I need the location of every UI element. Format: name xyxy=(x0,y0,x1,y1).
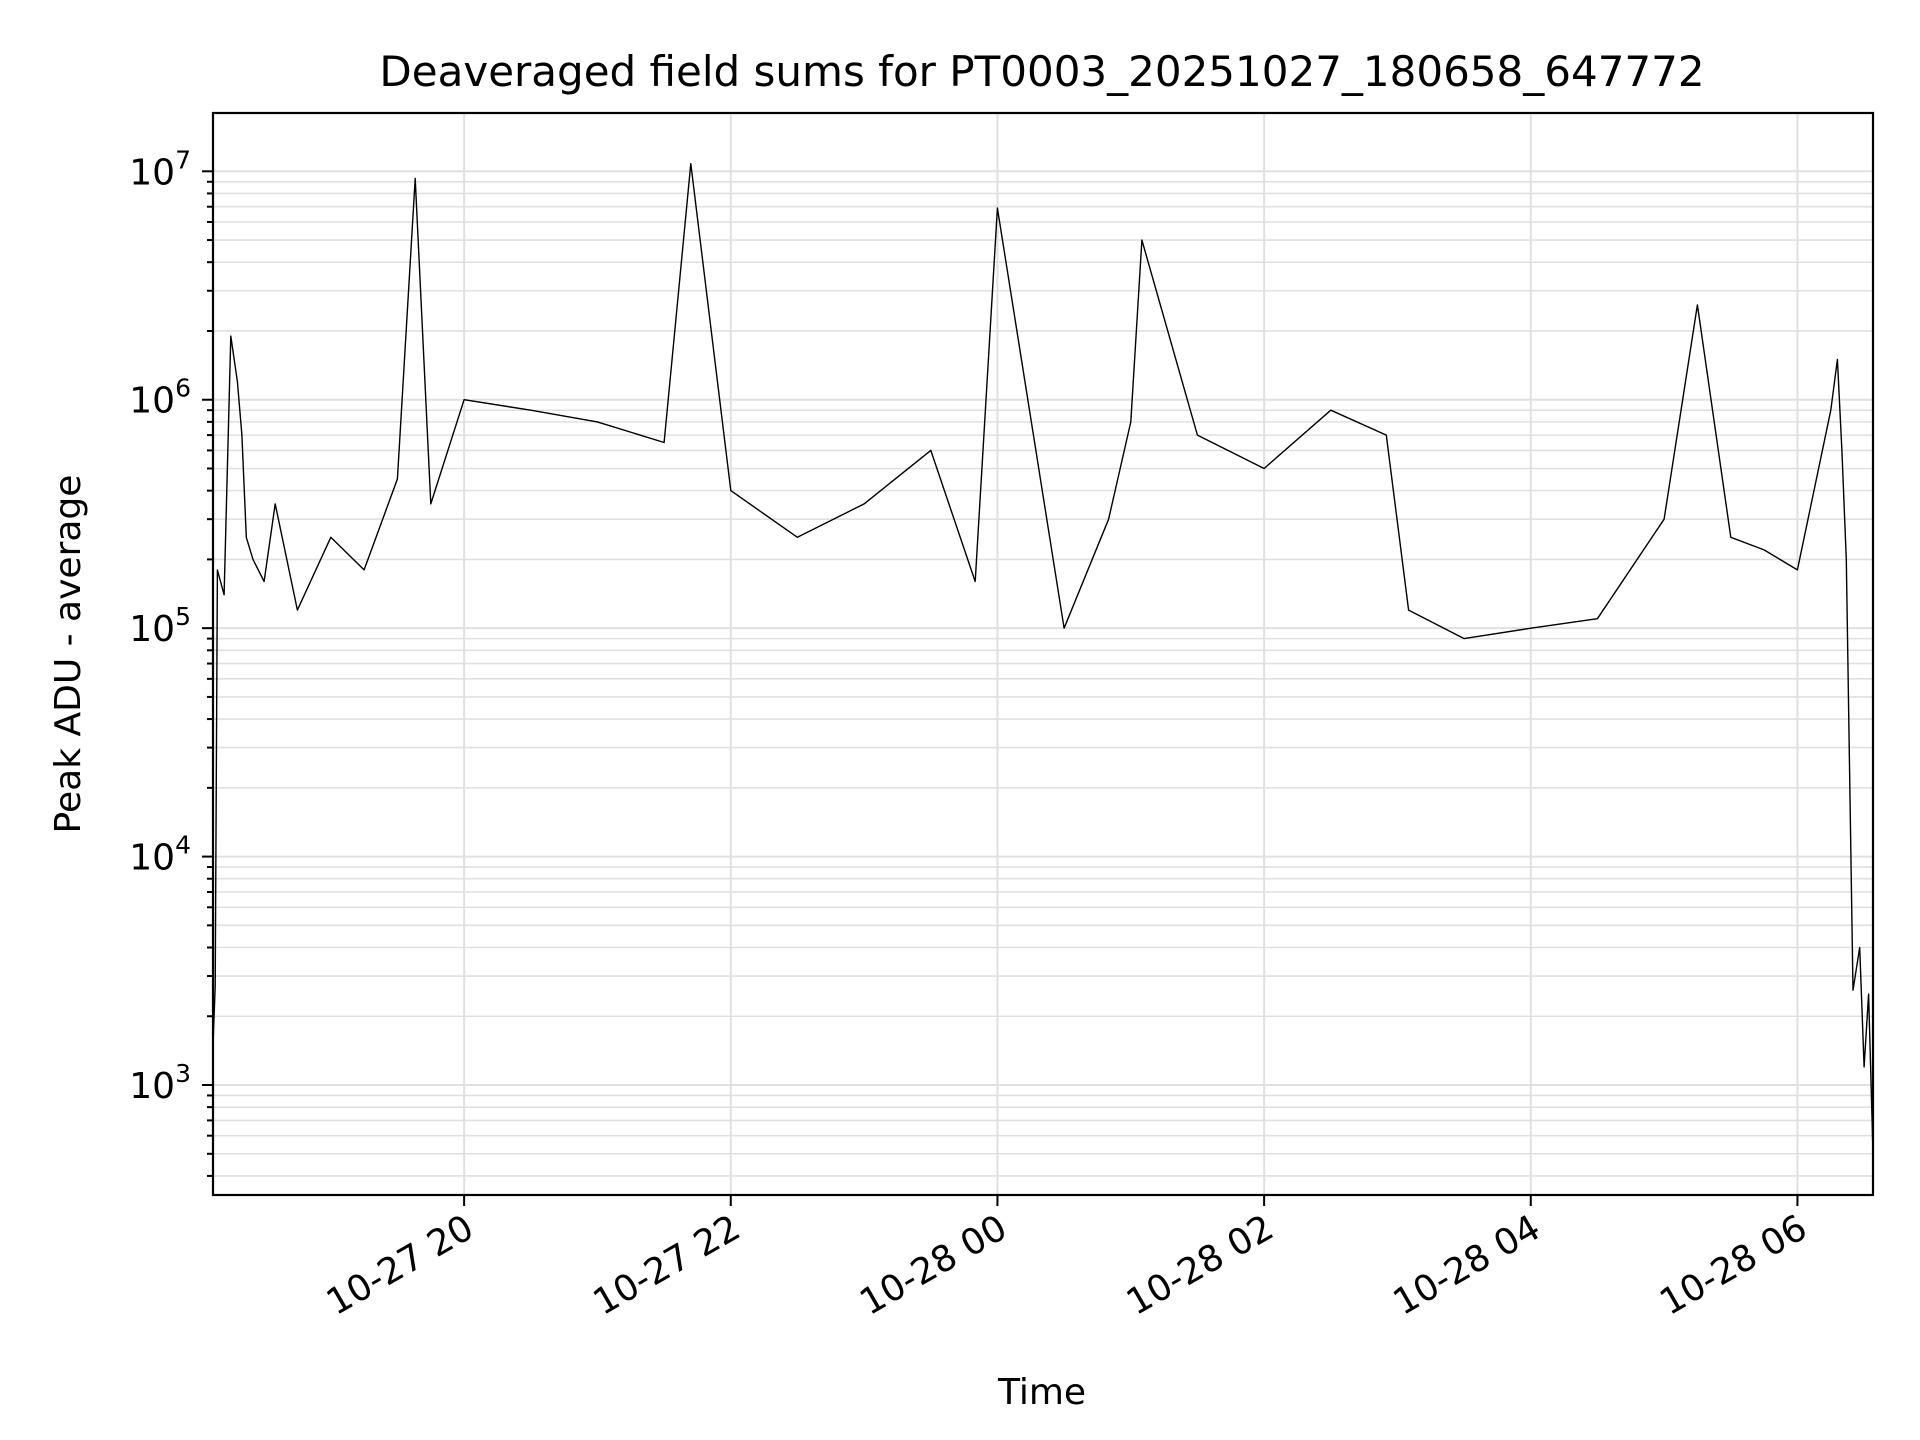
x-tick-label: 10-27 22 xyxy=(587,1207,748,1323)
data-layer xyxy=(213,162,1873,1154)
y-tick-label: 103 xyxy=(129,1059,191,1107)
x-axis-label: Time xyxy=(997,1372,1086,1413)
plot-frame xyxy=(211,111,1875,1197)
x-tick-label: 10-28 02 xyxy=(1120,1207,1281,1323)
x-tick-label: 10-28 04 xyxy=(1387,1207,1548,1323)
grid-layer xyxy=(213,113,1873,1195)
x-tick-label: 10-28 06 xyxy=(1653,1207,1814,1323)
x-tick-label: 10-27 20 xyxy=(320,1207,481,1323)
y-tick-label: 107 xyxy=(129,145,191,193)
y-axis-label: Peak ADU - average xyxy=(48,475,89,834)
series-line xyxy=(213,162,1873,1154)
y-tick-label: 104 xyxy=(129,831,191,879)
y-tick-label: 106 xyxy=(129,374,191,422)
y-tick-label: 105 xyxy=(129,602,191,650)
x-tick-label: 10-28 00 xyxy=(853,1207,1014,1323)
chart-title: Deaveraged field sums for PT0003_2025102… xyxy=(379,47,1704,96)
tick-layer: 103 104 105 106 107 10-27 20 10-27 22 10-28 00 1… xyxy=(129,145,1814,1323)
